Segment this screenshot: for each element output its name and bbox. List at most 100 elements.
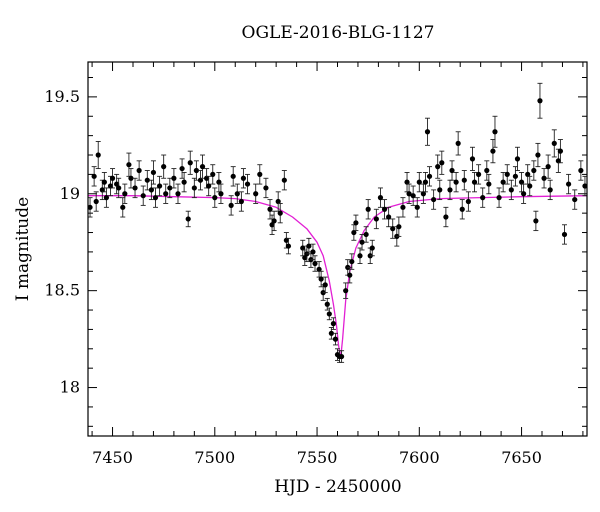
point-marker (386, 214, 392, 220)
data-point (541, 168, 547, 189)
data-point (316, 261, 322, 278)
point-marker (486, 181, 492, 187)
data-point (275, 191, 281, 212)
point-marker (351, 229, 357, 236)
axis-ticks (88, 62, 587, 436)
x-tick-label: 7550 (297, 448, 338, 467)
point-marker (107, 183, 114, 189)
point-marker (285, 243, 292, 249)
data-point (461, 170, 467, 191)
point-marker (357, 253, 363, 259)
data-point (561, 224, 568, 245)
data-point (240, 168, 247, 189)
data-point (551, 129, 557, 158)
data-point (514, 146, 521, 171)
point-marker (328, 330, 334, 336)
point-marker (263, 185, 269, 191)
data-point (471, 172, 478, 193)
point-marker (400, 204, 406, 210)
point-marker (492, 129, 498, 135)
point-marker (144, 177, 150, 183)
point-marker (424, 129, 431, 135)
data-point (400, 197, 406, 218)
data-point (128, 168, 134, 189)
y-tick-label: 18.5 (44, 281, 80, 300)
point-marker (480, 195, 486, 201)
data-point (420, 183, 426, 204)
point-marker (443, 214, 449, 220)
point-marker (140, 193, 146, 199)
point-marker (156, 183, 163, 189)
data-point (449, 160, 455, 181)
point-marker (179, 165, 185, 172)
data-point (414, 197, 420, 218)
data-point (435, 154, 441, 179)
point-marker (551, 140, 557, 146)
point-marker (541, 175, 547, 181)
data-point (150, 160, 157, 185)
data-point (363, 226, 369, 243)
point-marker (161, 164, 167, 170)
point-marker (101, 179, 107, 185)
data-point (343, 282, 349, 299)
data-point (565, 173, 572, 195)
point-marker (535, 152, 541, 158)
point-marker (171, 175, 177, 181)
point-marker (330, 321, 337, 327)
point-marker (453, 179, 459, 185)
data-point (381, 199, 388, 220)
data-point (163, 183, 169, 204)
data-point (132, 177, 138, 199)
point-marker (396, 224, 402, 230)
point-marker (512, 173, 519, 179)
data-point (326, 307, 332, 321)
point-marker (197, 177, 204, 183)
point-marker (422, 179, 429, 185)
data-point (459, 199, 465, 220)
point-marker (490, 148, 496, 154)
point-marker (199, 164, 206, 170)
data-point (88, 197, 93, 218)
data-point (533, 210, 539, 232)
point-marker (218, 191, 224, 197)
data-point (484, 160, 490, 181)
point-marker (476, 171, 482, 177)
data-point (179, 158, 185, 179)
point-marker (103, 195, 110, 201)
data-point (555, 148, 561, 173)
data-point (504, 164, 510, 185)
data-point (187, 150, 193, 175)
data-point (390, 218, 396, 239)
point-marker (204, 175, 210, 181)
point-marker (93, 198, 99, 205)
point-marker (557, 148, 564, 154)
point-marker (343, 288, 349, 294)
point-marker (163, 191, 169, 197)
data-point (103, 187, 110, 208)
data-point (244, 173, 251, 195)
data-point (277, 203, 283, 224)
point-marker (257, 171, 263, 177)
data-point (285, 237, 292, 255)
point-marker (426, 173, 433, 179)
y-tick-label: 19 (60, 184, 80, 203)
point-marker (150, 169, 157, 176)
point-marker (496, 195, 502, 201)
point-marker (136, 167, 142, 174)
data-point (126, 152, 132, 177)
plot-frame (87, 61, 588, 437)
y-tick-label: 19.5 (44, 87, 80, 106)
data-point (480, 187, 486, 208)
point-marker (416, 179, 422, 185)
point-marker (316, 266, 322, 272)
data-point (330, 317, 337, 330)
data-point (191, 177, 197, 199)
data-point (175, 183, 181, 204)
data-point (490, 139, 496, 164)
point-marker (406, 191, 412, 197)
data-point (230, 166, 236, 187)
point-marker (269, 222, 275, 228)
point-marker (148, 187, 154, 193)
point-marker (377, 195, 384, 201)
point-marker (435, 164, 441, 170)
